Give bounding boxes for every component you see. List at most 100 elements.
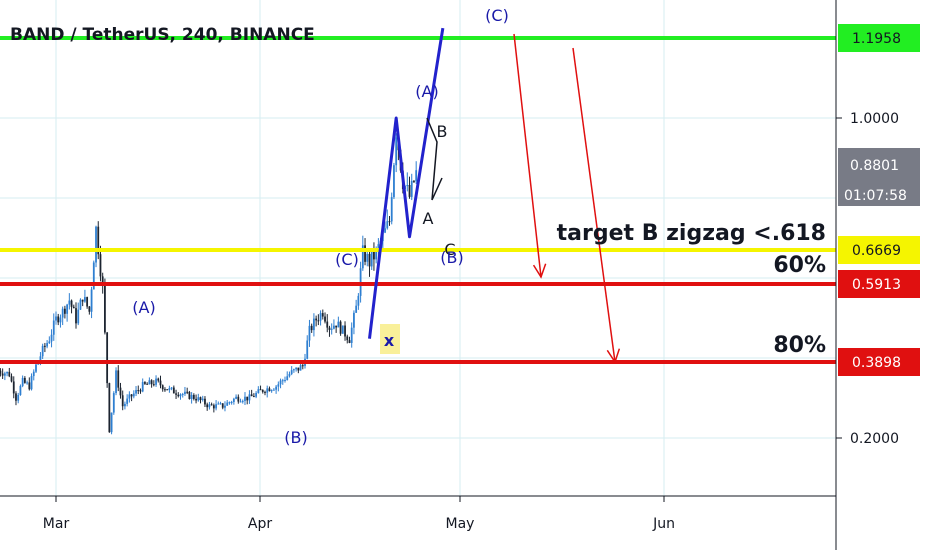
annotations: target B zigzag <.618 60% 80% bbox=[557, 221, 826, 358]
candle-body bbox=[101, 276, 104, 286]
candle-body bbox=[164, 389, 166, 391]
candle-body bbox=[275, 386, 278, 390]
candle-body bbox=[190, 394, 193, 399]
candle-body bbox=[168, 388, 171, 390]
candle-body bbox=[57, 316, 60, 323]
candle-body bbox=[255, 392, 257, 397]
candle-body bbox=[17, 394, 20, 401]
candle-body bbox=[35, 364, 37, 372]
time-tick-label: May bbox=[446, 516, 475, 532]
candle-body bbox=[139, 390, 142, 392]
candle-body bbox=[79, 299, 82, 310]
candle-body bbox=[206, 404, 209, 408]
candle-body bbox=[252, 396, 255, 398]
candle-body bbox=[297, 367, 300, 371]
candle-body bbox=[181, 394, 184, 396]
candle-body bbox=[221, 403, 224, 408]
candle-body bbox=[39, 356, 42, 362]
candle-body bbox=[150, 380, 153, 385]
candle-body bbox=[339, 321, 342, 334]
candle-body bbox=[313, 318, 315, 331]
candle-body bbox=[52, 320, 55, 335]
candle-body bbox=[72, 306, 75, 309]
candle-body bbox=[26, 382, 28, 384]
candle-body bbox=[346, 336, 349, 341]
price-tag-bg bbox=[838, 236, 920, 264]
candle-body bbox=[121, 395, 124, 407]
wave-label: C bbox=[444, 240, 455, 259]
candle-body bbox=[368, 253, 371, 267]
candle-body bbox=[117, 370, 120, 388]
candle-body bbox=[32, 371, 35, 377]
candle-body bbox=[159, 380, 162, 386]
candle-body bbox=[393, 165, 395, 198]
candle-body bbox=[99, 254, 102, 277]
candle-body bbox=[110, 412, 113, 433]
candle-body bbox=[170, 387, 173, 389]
candle-body bbox=[21, 377, 24, 386]
candle-body bbox=[86, 297, 89, 307]
price-levels bbox=[0, 36, 836, 364]
candle-body bbox=[126, 398, 129, 404]
projection-arrow bbox=[572, 47, 616, 363]
candle-body bbox=[166, 389, 169, 391]
candle-body bbox=[48, 341, 51, 344]
candle-body bbox=[333, 325, 335, 329]
candle-body bbox=[310, 325, 313, 331]
candle-body bbox=[92, 262, 95, 290]
candle-body bbox=[230, 401, 233, 403]
projection-arrows bbox=[513, 33, 621, 364]
candle-body bbox=[90, 289, 93, 312]
countdown-label: 01:07:58 bbox=[844, 188, 907, 204]
candle-body bbox=[119, 387, 122, 396]
candle-body bbox=[264, 391, 266, 393]
candle-body bbox=[115, 370, 117, 394]
price-tags: 1.1958 0.6669 0.5913 0.3898 0.8801 01:07:58 bbox=[838, 24, 920, 376]
candle-body bbox=[377, 244, 380, 249]
candle-body bbox=[364, 245, 366, 262]
candle-body bbox=[172, 387, 175, 394]
candle-body bbox=[241, 400, 244, 402]
candle-body bbox=[277, 384, 280, 387]
candle-body bbox=[406, 184, 409, 187]
candle-body bbox=[155, 378, 157, 385]
candle-body bbox=[188, 392, 191, 399]
time-tick-label: Jun bbox=[652, 516, 675, 532]
x-marker-bg bbox=[380, 324, 400, 354]
candle-body bbox=[408, 184, 411, 197]
candle-body bbox=[272, 389, 275, 391]
price-tag-label: 0.3898 bbox=[852, 355, 901, 371]
candle-body bbox=[286, 376, 289, 380]
price-tag-bg bbox=[838, 270, 920, 298]
wave-label: (A) bbox=[415, 82, 438, 101]
candle-body bbox=[77, 309, 80, 324]
candle-body bbox=[410, 180, 413, 197]
candle-body bbox=[199, 397, 202, 401]
candle-body bbox=[201, 398, 204, 401]
wave-label: B bbox=[437, 122, 448, 141]
candle-body bbox=[63, 308, 66, 314]
candle-body bbox=[261, 389, 264, 392]
arrow-head bbox=[606, 348, 621, 364]
candle-body bbox=[97, 226, 100, 255]
candle-body bbox=[197, 397, 200, 401]
candle-body bbox=[43, 345, 46, 347]
candle-body bbox=[61, 308, 64, 318]
candle-body bbox=[152, 384, 155, 386]
candle-body bbox=[179, 394, 182, 397]
candle-body bbox=[330, 328, 333, 330]
candle-body bbox=[106, 332, 109, 384]
time-axis[interactable]: Mar Apr May Jun bbox=[43, 496, 675, 532]
candle-body bbox=[284, 379, 286, 381]
price-tag-bg bbox=[838, 24, 920, 52]
wave-label: A bbox=[423, 209, 434, 228]
annotation-target: target B zigzag <.618 bbox=[557, 221, 826, 246]
candle-body bbox=[30, 376, 33, 390]
candle-body bbox=[68, 300, 71, 305]
time-tick-label: Apr bbox=[248, 516, 272, 532]
candle-body bbox=[319, 313, 322, 321]
price-axis[interactable]: 1.0000 0.2000 bbox=[836, 111, 899, 447]
candle-body bbox=[144, 382, 146, 384]
